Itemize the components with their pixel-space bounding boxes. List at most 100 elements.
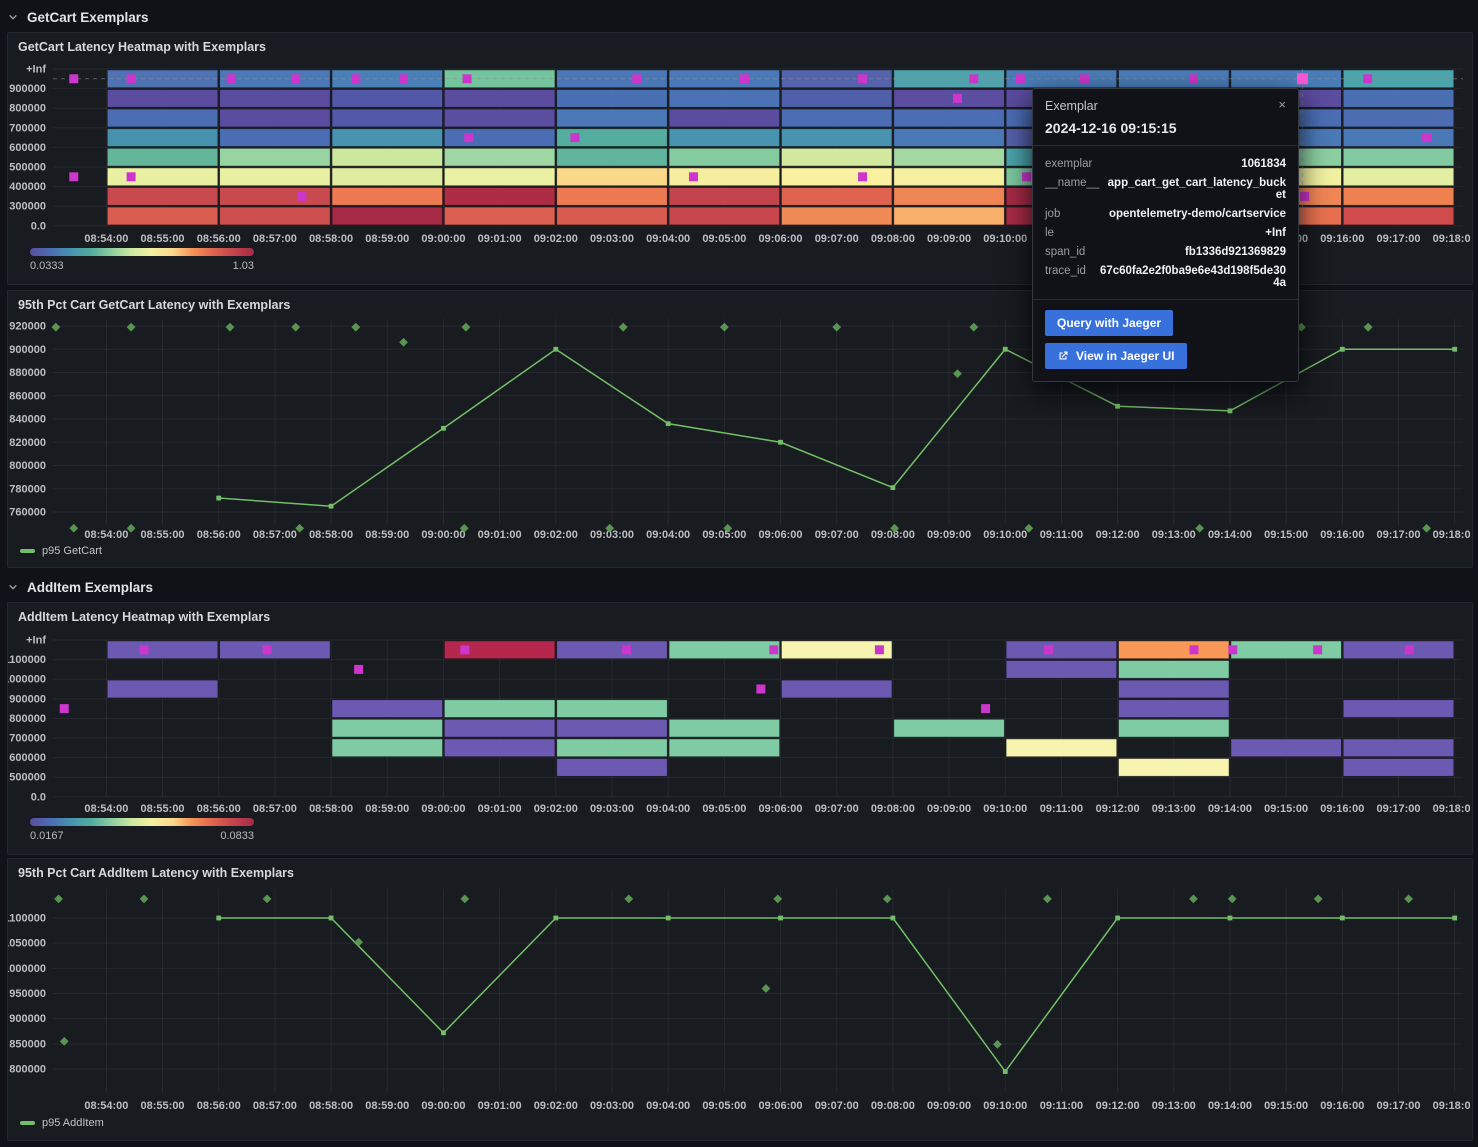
exemplar-diamond[interactable] [1313,894,1323,904]
exemplar-marker[interactable] [354,664,364,674]
exemplar-marker[interactable] [688,172,698,182]
exemplar-marker[interactable] [351,74,361,84]
exemplar-marker[interactable] [69,172,79,182]
exemplar-diamond[interactable] [295,523,305,533]
exemplar-marker[interactable] [740,74,750,84]
exemplar-marker[interactable] [139,645,149,655]
exemplar-diamond[interactable] [1195,523,1205,533]
exemplar-marker[interactable] [1313,645,1323,655]
panel-title-additem-latency[interactable]: 95th Pct Cart AddItem Latency with Exemp… [18,866,295,880]
panel-title-additem-heatmap[interactable]: AddItem Latency Heatmap with Exemplars [18,610,271,624]
exemplar-diamond[interactable] [461,322,471,332]
exemplar-marker[interactable] [59,704,69,714]
legend-label[interactable]: p95 GetCart [42,545,102,557]
exemplar-marker[interactable] [291,74,301,84]
exemplar-marker[interactable] [632,74,642,84]
exemplar-marker[interactable] [1363,74,1373,84]
panel-title-getcart-latency[interactable]: 95th Pct Cart GetCart Latency with Exemp… [18,298,291,312]
exemplar-diamond[interactable] [460,894,470,904]
exemplar-marker[interactable] [1300,191,1310,201]
exemplar-diamond[interactable] [953,369,962,379]
exemplar-marker[interactable] [262,645,272,655]
exemplar-diamond[interactable] [59,1036,69,1046]
exemplar-marker[interactable] [769,645,779,655]
exemplar-marker[interactable] [1422,133,1432,143]
exemplar-diamond[interactable] [459,523,469,533]
exemplar-diamond[interactable] [139,894,149,904]
legend-p95-additem[interactable]: p95 AddItem [20,1117,104,1129]
exemplar-diamond[interactable] [225,322,235,332]
exemplar-diamond[interactable] [54,894,64,904]
exemplar-diamond[interactable] [69,523,79,533]
exemplar-diamond[interactable] [1296,322,1306,332]
exemplar-diamond[interactable] [618,322,628,332]
exemplar-marker[interactable] [622,645,632,655]
exemplar-marker[interactable] [69,74,79,84]
exemplar-diamond[interactable] [1363,322,1373,332]
exemplar-marker[interactable] [1022,172,1032,182]
exemplar-diamond[interactable] [761,984,771,993]
exemplar-marker[interactable] [399,74,409,84]
exemplar-marker[interactable] [297,191,307,201]
exemplar-diamond[interactable] [723,523,733,533]
exemplar-diamond[interactable] [719,322,729,332]
exemplar-marker[interactable] [126,74,136,84]
exemplar-diamond[interactable] [126,523,136,533]
exemplar-diamond[interactable] [992,1039,1002,1049]
exemplar-marker[interactable] [1015,74,1025,84]
panel-title-getcart-heatmap[interactable]: GetCart Latency Heatmap with Exemplars [18,40,266,54]
legend-label[interactable]: p95 AddItem [42,1117,104,1129]
exemplar-diamond[interactable] [351,322,361,332]
exemplar-marker[interactable] [756,684,766,694]
exemplar-marker[interactable] [969,74,979,84]
exemplar-marker[interactable] [952,93,962,103]
exemplar-diamond[interactable] [969,322,979,332]
exemplar-marker[interactable] [1228,645,1238,655]
exemplar-diamond[interactable] [890,523,899,533]
exemplar-diamond[interactable] [832,322,842,332]
exemplar-marker[interactable] [1189,645,1199,655]
exemplar-marker[interactable] [858,74,868,84]
y-axis-label: +Inf [26,635,46,647]
view-in-jaeger-button[interactable]: View in Jaeger UI [1045,343,1187,369]
exemplar-diamond[interactable] [605,523,615,533]
section-header-additem[interactable]: AddItem Exemplars [8,575,153,599]
exemplar-marker[interactable] [981,704,991,714]
exemplar-marker[interactable] [858,172,868,182]
exemplar-diamond[interactable] [354,937,364,947]
exemplar-diamond[interactable] [262,894,272,904]
chevron-down-icon[interactable] [8,12,18,22]
exemplar-diamond[interactable] [1227,894,1237,904]
selected-exemplar-marker[interactable] [1296,73,1308,85]
exemplar-diamond[interactable] [1422,523,1432,533]
legend-p95-getcart[interactable]: p95 GetCart [20,545,102,557]
exemplar-marker[interactable] [126,172,136,182]
chevron-down-icon[interactable] [8,582,18,592]
exemplar-diamond[interactable] [126,322,136,332]
exemplar-diamond[interactable] [773,894,783,904]
exemplar-marker[interactable] [226,74,236,84]
exemplar-diamond[interactable] [1042,894,1052,904]
heatmap-cell [1342,206,1455,226]
exemplar-diamond[interactable] [291,322,301,332]
exemplar-diamond[interactable] [624,894,634,904]
exemplar-marker[interactable] [460,645,470,655]
exemplar-diamond[interactable] [51,322,61,332]
exemplar-marker[interactable] [1044,645,1054,655]
exemplar-marker[interactable] [1404,645,1414,655]
exemplar-marker[interactable] [462,74,472,84]
exemplar-diamond[interactable] [1189,894,1198,904]
exemplar-diamond[interactable] [399,337,408,347]
exemplar-marker[interactable] [570,133,580,143]
exemplar-diamond[interactable] [1404,894,1414,904]
query-with-jaeger-button[interactable]: Query with Jaeger [1045,310,1174,336]
exemplar-diamond[interactable] [882,894,892,904]
close-icon[interactable]: × [1278,97,1286,112]
exemplar-marker[interactable] [874,645,884,655]
exemplar-marker[interactable] [1188,74,1198,84]
section-header-getcart[interactable]: GetCart Exemplars [8,5,149,29]
exemplar-marker[interactable] [1079,74,1089,84]
exemplar-marker[interactable] [464,133,474,143]
